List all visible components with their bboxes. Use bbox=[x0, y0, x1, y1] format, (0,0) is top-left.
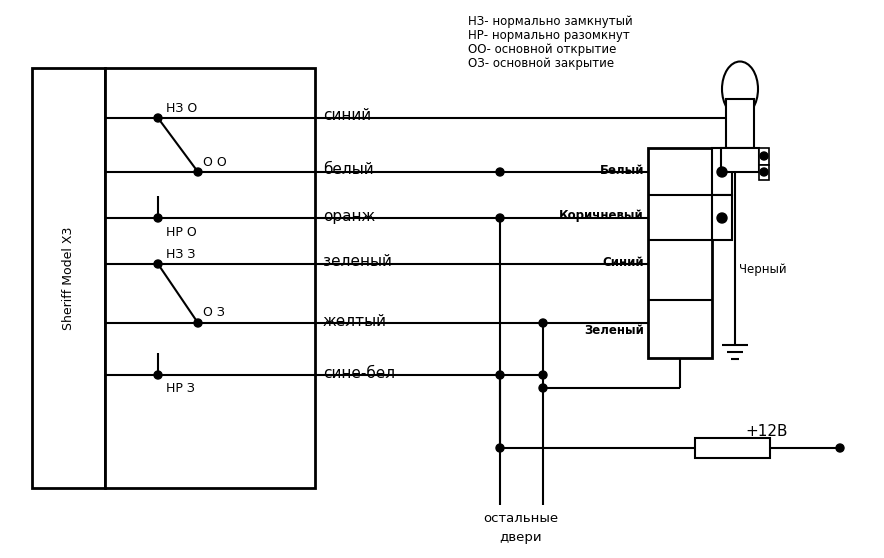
Bar bbox=[695, 438, 770, 458]
Text: зеленый: зеленый bbox=[323, 254, 392, 270]
Text: ОЗ- основной закрытие: ОЗ- основной закрытие bbox=[468, 57, 614, 70]
Text: О О: О О bbox=[203, 156, 227, 169]
Circle shape bbox=[836, 444, 844, 452]
Circle shape bbox=[194, 168, 202, 176]
Text: НЗ- нормально замкнутый: НЗ- нормально замкнутый bbox=[468, 16, 633, 28]
Circle shape bbox=[539, 384, 547, 392]
Circle shape bbox=[194, 319, 202, 327]
Text: Черный: Черный bbox=[739, 263, 787, 277]
Text: НР О: НР О bbox=[166, 225, 197, 238]
Text: О З: О З bbox=[203, 306, 225, 320]
Text: +12В: +12В bbox=[746, 425, 789, 440]
Ellipse shape bbox=[722, 61, 758, 117]
Circle shape bbox=[717, 213, 727, 223]
Bar bbox=[712, 195, 732, 240]
Circle shape bbox=[154, 114, 162, 122]
Bar bbox=[726, 99, 754, 148]
Circle shape bbox=[154, 214, 162, 222]
Text: белый: белый bbox=[323, 162, 374, 177]
Text: синий: синий bbox=[323, 108, 371, 123]
Circle shape bbox=[539, 319, 547, 327]
Circle shape bbox=[539, 371, 547, 379]
Bar bbox=[648, 148, 712, 358]
Circle shape bbox=[760, 168, 768, 176]
Circle shape bbox=[496, 168, 504, 176]
Circle shape bbox=[154, 371, 162, 379]
Circle shape bbox=[760, 152, 768, 160]
Circle shape bbox=[154, 260, 162, 268]
Text: ОО- основной открытие: ОО- основной открытие bbox=[468, 44, 616, 56]
Text: Sheriff Model X3: Sheriff Model X3 bbox=[62, 227, 74, 330]
Text: НР- нормально разомкнут: НР- нормально разомкнут bbox=[468, 30, 629, 42]
Text: НР З: НР З bbox=[166, 382, 194, 396]
Bar bbox=[759, 148, 769, 165]
Bar bbox=[759, 165, 769, 180]
Bar bbox=[712, 148, 732, 195]
Circle shape bbox=[496, 444, 504, 452]
Bar bbox=[105, 68, 315, 488]
Circle shape bbox=[717, 167, 727, 177]
Text: Коричневый: Коричневый bbox=[560, 209, 644, 223]
Bar bbox=[721, 148, 759, 172]
Text: НЗ З: НЗ З bbox=[166, 248, 195, 261]
Text: оранж: оранж bbox=[323, 209, 375, 224]
Text: желтый: желтый bbox=[323, 314, 387, 329]
Text: Зеленый: Зеленый bbox=[584, 325, 644, 338]
Text: НЗ О: НЗ О bbox=[166, 102, 197, 114]
Circle shape bbox=[496, 371, 504, 379]
Bar bbox=[32, 68, 105, 488]
Text: двери: двери bbox=[499, 532, 542, 545]
Text: остальные: остальные bbox=[484, 512, 559, 525]
Circle shape bbox=[496, 214, 504, 222]
Text: Белый: Белый bbox=[599, 163, 644, 176]
Text: сине-бел: сине-бел bbox=[323, 365, 395, 381]
Text: Синий: Синий bbox=[602, 256, 644, 268]
